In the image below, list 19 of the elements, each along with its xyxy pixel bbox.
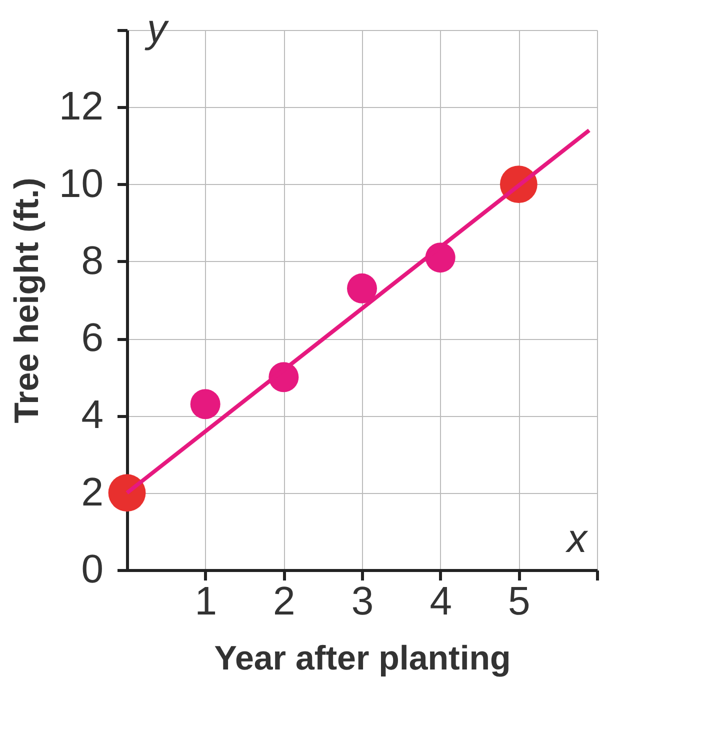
- x-axis-title: Year after planting: [214, 640, 511, 678]
- annotation: y: [144, 7, 170, 51]
- y-tick-label: 10: [59, 162, 104, 206]
- y-tick-label: 6: [81, 316, 104, 360]
- annotation: x: [565, 517, 589, 561]
- x-tick-label: 1: [194, 580, 217, 624]
- point: [108, 474, 146, 512]
- y-tick-label: 12: [59, 84, 104, 129]
- x-tick-label: 4: [430, 580, 452, 624]
- y-tick-label: 2: [81, 470, 104, 514]
- x-tick-label: 3: [351, 580, 374, 624]
- y-axis-title: Tree height (ft.): [8, 178, 46, 424]
- point: [347, 273, 377, 304]
- y-tick-label: 4: [81, 393, 104, 438]
- y-tick-label: 8: [81, 238, 104, 283]
- y-tick-label: 0: [81, 548, 104, 592]
- x-tick-label: 5: [508, 580, 530, 624]
- point: [190, 389, 220, 420]
- x-tick-label: 2: [273, 580, 296, 624]
